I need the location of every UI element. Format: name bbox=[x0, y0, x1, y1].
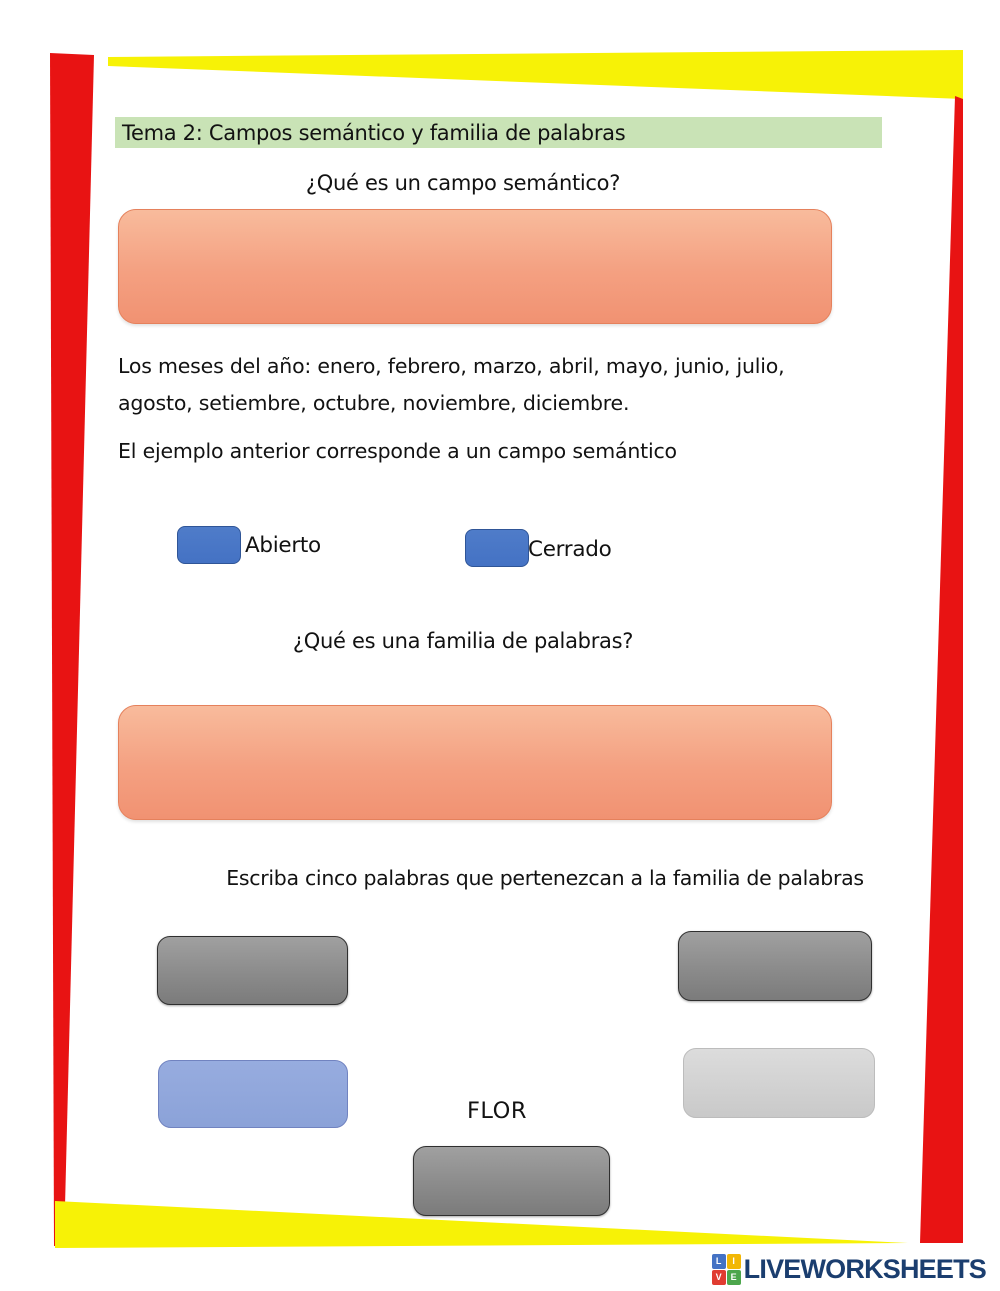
topic-header-bar: Tema 2: Campos semántico y familia de pa… bbox=[115, 117, 882, 148]
example-months-text: Los meses del año: enero, febrero, marzo… bbox=[118, 354, 785, 415]
brand-name: LIVEWORKSHEETS bbox=[743, 1253, 987, 1284]
instruction-text: Escriba cinco palabras que pertenezcan a… bbox=[226, 866, 864, 890]
statement-text: El ejemplo anterior corresponde a un cam… bbox=[118, 439, 677, 463]
option-box-cerrado[interactable] bbox=[465, 529, 529, 567]
keyword-flor: FLOR bbox=[466, 1098, 528, 1124]
word-slot-top-right[interactable] bbox=[678, 931, 872, 1001]
word-slot-bottom-left[interactable] bbox=[158, 1060, 348, 1128]
question-semantic-field: ¿Qué es un campo semántico? bbox=[305, 171, 621, 195]
logo-letter-v: V bbox=[711, 1269, 726, 1285]
topic-title: Tema 2: Campos semántico y familia de pa… bbox=[122, 120, 626, 145]
logo-letter-i: I bbox=[726, 1253, 741, 1269]
liveworksheets-grid-icon: L I V E bbox=[711, 1253, 741, 1285]
option-box-abierto[interactable] bbox=[177, 526, 241, 564]
logo-letter-l: L bbox=[711, 1253, 726, 1269]
word-slot-top-left[interactable] bbox=[157, 936, 348, 1005]
word-slot-bottom-right[interactable] bbox=[683, 1048, 875, 1118]
option-label-cerrado: Cerrado bbox=[528, 537, 612, 562]
word-slot-bottom-center[interactable] bbox=[413, 1146, 610, 1216]
answer-box-semantic-field[interactable] bbox=[118, 209, 832, 324]
liveworksheets-logo[interactable]: L I V E LIVEWORKSHEETS bbox=[711, 1252, 987, 1286]
answer-box-word-family[interactable] bbox=[118, 705, 832, 820]
option-label-abierto: Abierto bbox=[245, 533, 321, 558]
question-word-family: ¿Qué es una familia de palabras? bbox=[292, 629, 634, 653]
logo-letter-e: E bbox=[726, 1269, 741, 1285]
